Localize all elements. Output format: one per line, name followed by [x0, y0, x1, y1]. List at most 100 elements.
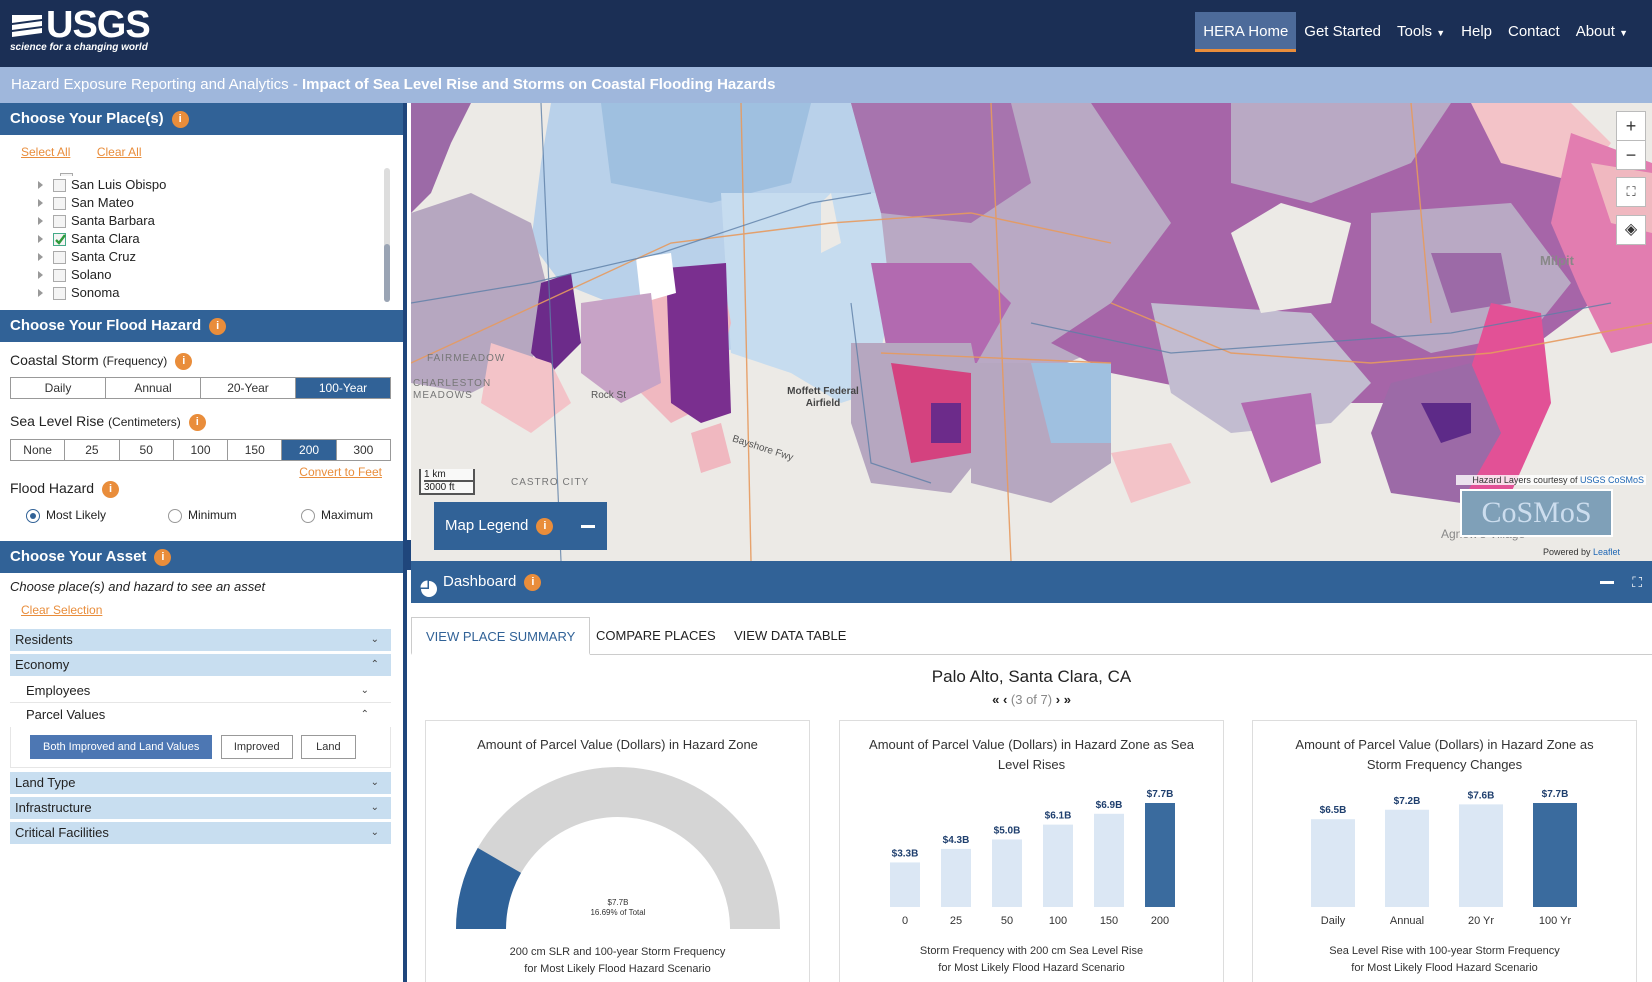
info-icon[interactable]: i: [209, 317, 227, 335]
accordion-critical-facilities[interactable]: Critical Facilities ⌄: [10, 822, 391, 844]
tree-item-sonoma[interactable]: Sonoma: [0, 284, 392, 300]
tree-item-santa-barbara[interactable]: Santa Barbara: [0, 212, 392, 230]
clear-all-link[interactable]: Clear All: [96, 145, 142, 159]
chevron-down-icon: ⌄: [370, 777, 379, 788]
info-icon[interactable]: i: [524, 573, 542, 591]
tab-view-place-summary[interactable]: VIEW PLACE SUMMARY: [411, 617, 591, 655]
expand-icon[interactable]: ⛶: [1632, 574, 1642, 590]
checkbox-checked[interactable]: [53, 233, 66, 247]
nav-get-started[interactable]: Get Started: [1304, 23, 1382, 40]
info-icon[interactable]: i: [102, 480, 120, 498]
slr-option-25[interactable]: 25: [65, 440, 120, 460]
chart-title: Amount of Parcel Value (Dollars) in Haza…: [477, 737, 758, 752]
accordion-residents[interactable]: Residents ⌄: [10, 629, 391, 651]
checkbox[interactable]: [60, 173, 73, 176]
bar-value-label: $4.3B: [943, 835, 970, 846]
usgs-logo[interactable]: USGS science for a changing world: [10, 6, 151, 53]
scroll-thumb[interactable]: [384, 244, 390, 302]
tree-scrollbar[interactable]: [384, 168, 390, 302]
radio-selected[interactable]: [26, 508, 40, 523]
hazard-option-most-likely[interactable]: Most Likely: [26, 508, 106, 523]
nav-contact[interactable]: Contact: [1508, 23, 1560, 40]
expand-arrow-icon[interactable]: [38, 289, 43, 297]
tree-item-san-mateo[interactable]: San Mateo: [0, 194, 392, 212]
nav-tools[interactable]: Tools ▼: [1389, 12, 1453, 52]
clear-selection-link[interactable]: Clear Selection: [21, 603, 103, 617]
expand-arrow-icon[interactable]: [38, 253, 43, 261]
slr-option-100[interactable]: 100: [174, 440, 229, 460]
minimize-icon[interactable]: [1600, 581, 1614, 584]
hazard-option-minimum[interactable]: Minimum: [168, 508, 237, 523]
checkbox[interactable]: [53, 251, 66, 265]
zoom-out-button[interactable]: −: [1616, 140, 1646, 170]
info-icon[interactable]: i: [536, 517, 554, 535]
expand-arrow-icon[interactable]: [38, 199, 43, 207]
chart-title: Amount of Parcel Value (Dollars) in Haza…: [1295, 737, 1594, 772]
info-icon[interactable]: i: [154, 548, 172, 566]
accordion-employees[interactable]: Employees ⌄: [10, 679, 391, 703]
land-button[interactable]: Land: [301, 735, 356, 759]
nav-hera-home[interactable]: HERA Home: [1195, 12, 1297, 52]
first-page-icon[interactable]: «: [992, 692, 1000, 707]
storm-option-annual[interactable]: Annual: [106, 378, 201, 398]
radio[interactable]: [168, 508, 182, 523]
accordion-parcel-values[interactable]: Parcel Values ⌃: [10, 703, 391, 727]
checkbox[interactable]: [53, 197, 66, 211]
bar: [1311, 819, 1355, 907]
last-page-icon[interactable]: »: [1063, 692, 1071, 707]
scale-ft: 3000 ft: [424, 480, 473, 493]
improved-button[interactable]: Improved: [220, 735, 293, 759]
tab-view-data-table[interactable]: VIEW DATA TABLE: [734, 628, 847, 643]
tree-item-santa-clara[interactable]: Santa Clara: [0, 230, 392, 248]
flood-map[interactable]: [411, 103, 1652, 561]
zoom-in-button[interactable]: +: [1616, 111, 1646, 141]
next-page-icon[interactable]: ›: [1055, 692, 1061, 707]
storm-option-daily[interactable]: Daily: [11, 378, 106, 398]
info-icon[interactable]: i: [188, 413, 206, 431]
tree-item-label: Santa Cruz: [71, 249, 137, 264]
expand-arrow-icon[interactable]: [38, 271, 43, 279]
accordion-infrastructure[interactable]: Infrastructure ⌄: [10, 797, 391, 819]
info-icon[interactable]: i: [175, 352, 193, 370]
convert-to-feet-link[interactable]: Convert to Feet: [299, 465, 382, 479]
nav-help[interactable]: Help: [1461, 23, 1492, 40]
expand-arrow-icon[interactable]: [38, 235, 43, 243]
expand-arrow-icon[interactable]: [38, 181, 43, 189]
nav-about[interactable]: About ▼: [1568, 12, 1636, 52]
map-view[interactable]: Milpit FAIRMEADOW CHARLESTON MEADOWS Roc…: [411, 103, 1652, 561]
slr-option-150[interactable]: 150: [228, 440, 283, 460]
minus-icon[interactable]: [581, 525, 595, 528]
both-values-button[interactable]: Both Improved and Land Values: [30, 735, 213, 759]
cosmos-link[interactable]: USGS CoSMoS: [1579, 475, 1644, 485]
checkbox[interactable]: [53, 179, 66, 193]
tab-compare-places[interactable]: COMPARE PLACES: [596, 628, 716, 643]
prev-page-icon[interactable]: ‹: [1002, 692, 1008, 707]
storm-option-100-year[interactable]: 100-Year: [296, 378, 390, 398]
accordion-label: Employees: [26, 683, 91, 698]
fullscreen-icon[interactable]: ⛶: [1616, 177, 1646, 207]
slr-option-300[interactable]: 300: [353, 443, 374, 457]
accordion-economy[interactable]: Economy ⌃: [10, 654, 391, 676]
leaflet-link[interactable]: Leaflet: [1593, 547, 1621, 557]
storm-option-20-year[interactable]: 20-Year: [201, 378, 296, 398]
flood-heading-text: Choose Your Flood Hazard: [10, 317, 202, 334]
slr-option-200[interactable]: 200: [282, 440, 337, 460]
dashboard-title: Dashboard: [443, 573, 517, 590]
tree-item-solano[interactable]: Solano: [0, 266, 392, 284]
layers-icon[interactable]: ◈: [1616, 215, 1646, 245]
info-icon[interactable]: i: [171, 110, 189, 128]
tree-item-santa-cruz[interactable]: Santa Cruz: [0, 248, 392, 266]
map-legend-toggle[interactable]: Map Legend i: [434, 502, 607, 550]
slr-option-50[interactable]: 50: [120, 440, 174, 460]
slr-option-none[interactable]: None: [11, 440, 66, 460]
accordion-land-type[interactable]: Land Type ⌄: [10, 772, 391, 794]
hazard-option-maximum[interactable]: Maximum: [301, 508, 373, 523]
expand-arrow-icon[interactable]: [38, 217, 43, 225]
radio[interactable]: [301, 508, 315, 523]
cosmos-logo[interactable]: CoSMoS: [1460, 489, 1613, 537]
checkbox[interactable]: [53, 287, 66, 300]
checkbox[interactable]: [53, 269, 66, 283]
select-all-link[interactable]: Select All: [21, 145, 71, 159]
checkbox[interactable]: [53, 215, 66, 229]
tree-item-san-luis-obispo[interactable]: San Luis Obispo: [0, 176, 392, 194]
